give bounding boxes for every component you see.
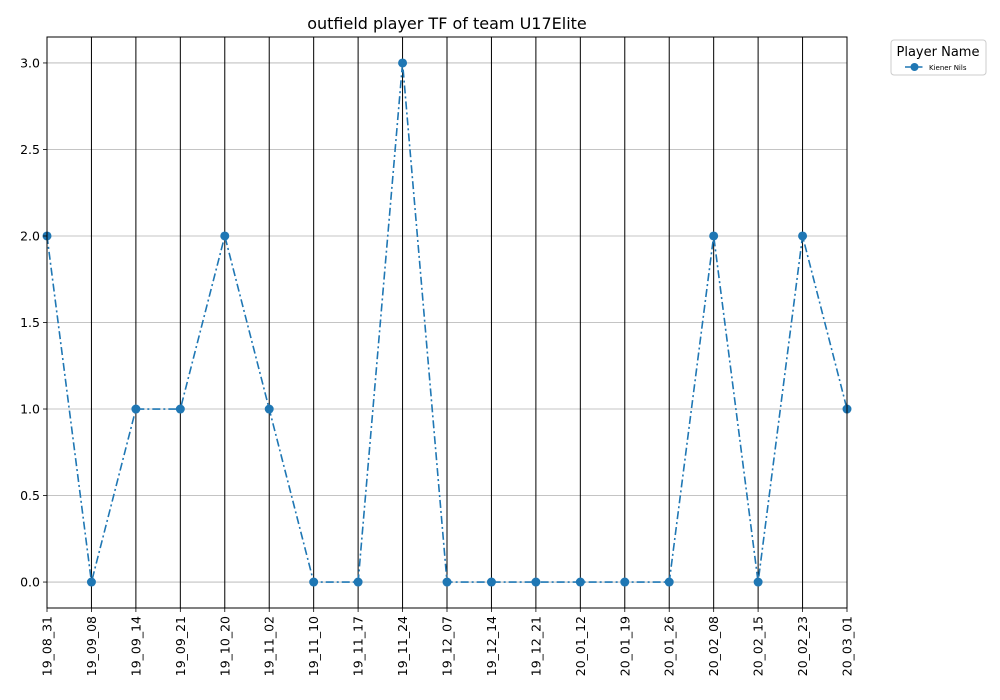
data-point: [309, 577, 319, 587]
x-tick-label: 20_02_23: [795, 616, 810, 676]
data-point: [664, 577, 674, 587]
x-tick-label: 19_11_02: [262, 616, 277, 676]
data-point: [398, 58, 408, 68]
y-tick-label: 0.5: [20, 488, 40, 503]
y-tick-label: 2.0: [20, 228, 40, 243]
x-tick-label: 19_12_14: [484, 616, 499, 676]
x-tick-label: 19_08_31: [40, 616, 55, 676]
data-point: [620, 577, 630, 587]
x-tick-label: 19_11_17: [351, 616, 366, 676]
x-tick-label: 20_03_01: [840, 616, 855, 676]
x-tick-label: 20_02_15: [751, 616, 766, 676]
data-point: [86, 577, 96, 587]
data-point: [798, 231, 808, 241]
y-axis: 0.0 0.5 1.0 1.5 2.0 2.5 3.0: [20, 55, 47, 590]
x-tick-label: 19_12_07: [440, 616, 455, 676]
y-tick-label: 2.5: [20, 142, 40, 157]
x-axis: 19_08_31 19_09_08 19_09_14 19_09_21 19_10_20…: [40, 608, 855, 676]
vertical-date-lines: [46, 37, 848, 608]
legend-marker: [910, 63, 919, 71]
x-tick-label: 19_12_21: [528, 616, 543, 676]
x-tick-label: 20_01_19: [617, 616, 632, 676]
legend-title: Player Name: [897, 45, 980, 60]
x-tick-label: 19_11_24: [395, 616, 410, 676]
x-tick-label: 19_09_21: [173, 616, 188, 676]
chart-title: outfield player TF of team U17Elite: [307, 14, 587, 33]
y-tick-label: 0.0: [20, 575, 40, 590]
legend-label: Kiener Nils: [929, 64, 967, 72]
data-point: [264, 404, 274, 414]
x-tick-label: 20_01_12: [573, 616, 588, 676]
data-point: [442, 577, 452, 587]
series-layer: [42, 58, 852, 587]
legend: Player Name Kiener Nils: [890, 39, 987, 76]
data-point: [753, 577, 763, 587]
data-point: [220, 231, 230, 241]
data-point: [531, 577, 541, 587]
data-point: [709, 231, 719, 241]
x-tick-label: 19_11_10: [306, 616, 321, 676]
y-tick-label: 1.5: [20, 315, 40, 330]
data-point: [575, 577, 585, 587]
x-tick-label: 19_09_08: [84, 616, 99, 676]
y-tick-label: 1.0: [20, 402, 40, 417]
data-point: [353, 577, 363, 587]
x-tick-label: 20_01_26: [662, 616, 677, 676]
data-point: [486, 577, 496, 587]
data-point: [175, 404, 185, 414]
x-tick-label: 19_09_14: [128, 616, 143, 676]
x-tick-label: 19_10_20: [217, 616, 232, 676]
data-point: [131, 404, 141, 414]
x-tick-label: 20_02_08: [706, 616, 721, 676]
y-tick-label: 3.0: [20, 55, 40, 70]
